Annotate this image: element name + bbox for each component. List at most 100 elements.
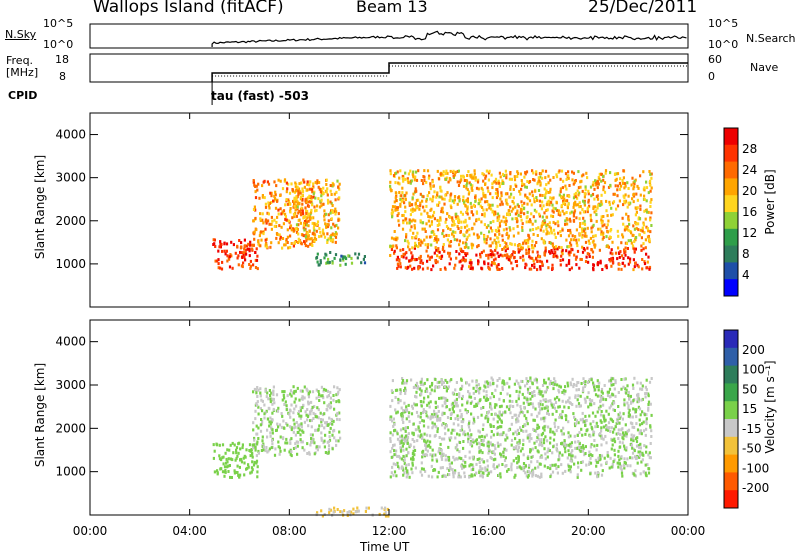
x-tick-label: 16:00 — [471, 524, 506, 538]
echo-cell — [227, 465, 229, 468]
echo-cell — [318, 390, 320, 393]
echo-cell — [570, 402, 572, 405]
echo-cell — [522, 222, 524, 225]
echo-cell — [557, 426, 559, 429]
echo-cell — [547, 266, 549, 269]
echo-cell — [616, 194, 618, 197]
echo-cell — [601, 421, 603, 424]
echo-cell — [431, 389, 433, 392]
echo-cell — [333, 420, 335, 423]
echo-cell — [301, 406, 303, 409]
echo-cell — [613, 402, 615, 405]
echo-cell — [269, 431, 271, 434]
echo-cell — [297, 186, 299, 189]
echo-cell — [270, 400, 272, 403]
echo-cell — [514, 256, 516, 259]
echo-cell — [405, 467, 407, 470]
echo-cell — [619, 188, 621, 191]
echo-cell — [521, 182, 523, 185]
echo-cell — [249, 254, 251, 257]
echo-cell — [593, 264, 595, 267]
echo-cell — [289, 235, 291, 238]
echo-cell — [278, 241, 280, 244]
echo-cell — [479, 255, 481, 258]
echo-cell — [338, 399, 340, 402]
echo-cell — [310, 433, 312, 436]
echo-cell — [632, 416, 634, 419]
echo-cell — [339, 388, 341, 391]
echo-cell — [399, 446, 401, 449]
colorbar-cell — [724, 419, 738, 437]
x-tick-label: 00:00 — [73, 524, 108, 538]
echo-cell — [245, 253, 247, 256]
echo-cell — [542, 204, 544, 207]
echo-cell — [593, 205, 595, 208]
echo-cell — [456, 381, 458, 384]
echo-cell — [649, 381, 651, 384]
echo-cell — [584, 433, 586, 436]
echo-cell — [567, 457, 569, 460]
echo-cell — [619, 462, 621, 465]
echo-cell — [506, 393, 508, 396]
echo-cell — [301, 203, 303, 206]
echo-cell — [605, 235, 607, 238]
echo-cell — [568, 435, 570, 438]
echo-cell — [434, 469, 436, 472]
echo-cell — [503, 247, 505, 250]
echo-cell — [623, 200, 625, 203]
echo-cell — [464, 226, 466, 229]
echo-cell — [318, 424, 320, 427]
echo-cell — [426, 212, 428, 215]
echo-cell — [649, 230, 651, 233]
echo-cell — [328, 508, 330, 511]
echo-cell — [634, 251, 636, 254]
echo-cell — [317, 253, 319, 256]
echo-cell — [316, 256, 318, 259]
echo-cell — [316, 230, 318, 233]
echo-cell — [391, 237, 393, 240]
echo-cell — [592, 268, 594, 271]
echo-cell — [423, 468, 425, 471]
echo-cell — [389, 437, 391, 440]
echo-cell — [521, 179, 523, 182]
echo-cell — [414, 258, 416, 261]
echo-cell — [642, 458, 644, 461]
colorbar-cell — [724, 279, 738, 296]
echo-cell — [520, 173, 522, 176]
echo-cell — [422, 206, 424, 209]
echo-cell — [596, 444, 598, 447]
echo-cell — [365, 510, 367, 513]
echo-cell — [597, 198, 599, 201]
echo-cell — [567, 206, 569, 209]
echo-cell — [406, 454, 408, 457]
echo-cell — [478, 457, 480, 460]
echo-cell — [271, 446, 273, 449]
echo-cell — [493, 458, 495, 461]
echo-cell — [322, 419, 324, 422]
echo-cell — [315, 209, 317, 212]
echo-cell — [470, 261, 472, 264]
echo-cell — [277, 410, 279, 413]
echo-cell — [643, 429, 645, 432]
echo-cell — [489, 237, 491, 240]
echo-cell — [642, 242, 644, 245]
echo-cell — [551, 264, 553, 267]
echo-cell — [499, 225, 501, 228]
echo-cell — [453, 267, 455, 270]
echo-cell — [294, 442, 296, 445]
echo-cell — [523, 183, 525, 186]
echo-cell — [296, 453, 298, 456]
echo-cell — [567, 174, 569, 177]
echo-cell — [488, 448, 490, 451]
echo-cell — [538, 405, 540, 408]
echo-cell — [639, 419, 641, 422]
colorbar-cell — [724, 455, 738, 473]
echo-cell — [275, 184, 277, 187]
echo-cell — [255, 446, 257, 449]
echo-cell — [262, 400, 264, 403]
echo-cell — [320, 431, 322, 434]
echo-cell — [290, 409, 292, 412]
echo-cell — [464, 461, 466, 464]
echo-cell — [606, 226, 608, 229]
echo-cell — [581, 246, 583, 249]
